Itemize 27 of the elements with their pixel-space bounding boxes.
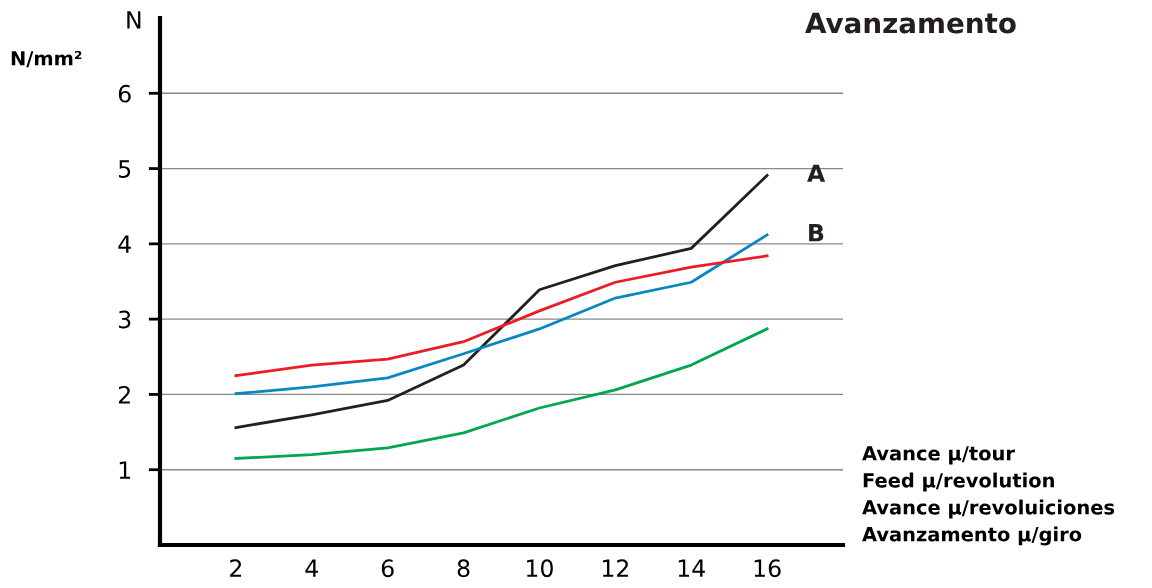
y-tick-label: 6: [118, 84, 131, 103]
x-tick-label: 16: [754, 559, 781, 578]
text: Avanzamento: [805, 12, 1016, 34]
text: Avance μ/tour: [862, 446, 1015, 465]
line-series: [234, 233, 769, 396]
text: N: [127, 11, 141, 29]
text: Avance μ/revoluiciones: [862, 499, 1115, 519]
line-series: [234, 173, 769, 429]
y-tick-label: 3: [119, 310, 131, 329]
x-tick-label: 6: [381, 559, 394, 578]
x-tick-label: 8: [457, 559, 470, 578]
y-tick-label: 1: [119, 461, 131, 479]
series-label: B: [809, 224, 824, 242]
text: Feed μ/revolution: [863, 472, 1054, 492]
y-tick-label: 4: [118, 235, 131, 253]
x-tick-label: 4: [305, 559, 318, 577]
x-tick-label: 14: [678, 559, 705, 577]
y-axis-title: N/mm²: [11, 50, 82, 68]
x-tick-label: 10: [527, 559, 553, 578]
x-tick-label: 12: [602, 559, 628, 577]
y-tick-label: 5: [119, 160, 131, 178]
x-tick-label: 2: [230, 559, 242, 577]
series-label: A: [807, 164, 826, 182]
text: Avanzamento μ/giro: [862, 526, 1082, 546]
line-series: [234, 327, 769, 460]
line-series: [234, 254, 769, 377]
y-tick-label: 2: [118, 385, 130, 404]
